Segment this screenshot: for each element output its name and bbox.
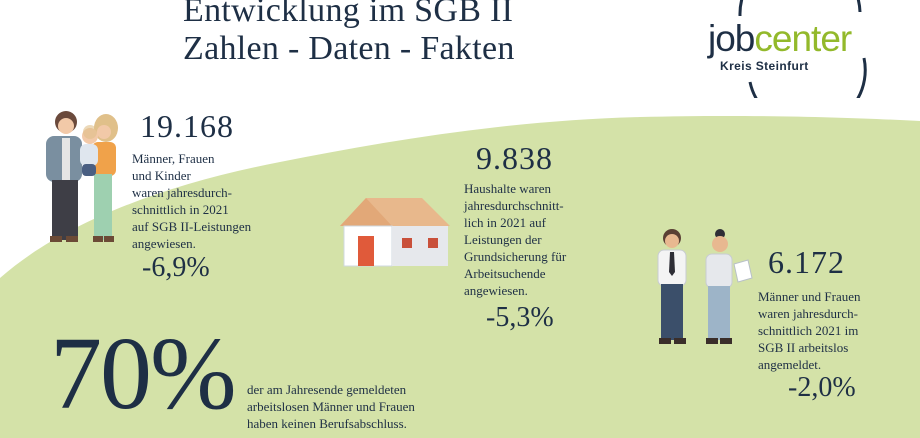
stat2-line: Leistungen der — [464, 232, 542, 247]
child-figure — [80, 125, 98, 176]
stat2-line: jahresdurchschnitt- — [464, 198, 564, 213]
stat1-description: Männer, Frauen und Kinder waren jahresdu… — [132, 150, 251, 252]
stat2-line: Haushalte waren — [464, 181, 551, 196]
stat3-number: 6.172 — [768, 244, 845, 280]
stat3-line: Männer und Frauen — [758, 289, 861, 304]
job-seekers-illustration — [657, 229, 753, 344]
stat1-line: und Kinder — [132, 168, 191, 183]
stat2-description: Haushalte waren jahresdurchschnitt- lich… — [464, 180, 566, 299]
family-illustration — [46, 111, 118, 242]
stat2-change: -5,3% — [486, 302, 554, 333]
title-line-2: Zahlen - Daten - Fakten — [183, 30, 515, 67]
logo-job: job — [708, 18, 755, 59]
logo-center: center — [754, 18, 852, 59]
stat1-line: auf SGB II-Leistungen — [132, 219, 252, 234]
stat3-line: waren jahresdurch- — [758, 306, 858, 321]
stat4-line: haben keinen Berufsabschluss. — [247, 416, 407, 431]
logo-subtitle: Kreis Steinfurt — [720, 59, 809, 73]
woman-figure — [92, 114, 118, 242]
stat2-line: lich in 2021 auf — [464, 215, 546, 230]
stat1-line: Männer, Frauen — [132, 151, 215, 166]
stat2-line: angewiesen. — [464, 283, 528, 298]
stat4-number: 70% — [50, 316, 237, 431]
stat2-line: Grundsicherung für — [464, 249, 567, 264]
stat3-change: -2,0% — [788, 372, 856, 403]
stat1-line: schnittlich in 2021 — [132, 202, 229, 217]
green-hill — [0, 115, 920, 438]
logo-wordmark: jobcenter — [708, 18, 852, 59]
stat1-line: waren jahresdurch- — [132, 185, 232, 200]
stat4-line: arbeitslosen Männer und Frauen — [247, 399, 415, 414]
stat3-description: Männer und Frauen waren jahresdurch- sch… — [758, 288, 861, 373]
stat1-number: 19.168 — [140, 108, 234, 144]
stat3-line: SGB II arbeitslos — [758, 340, 849, 355]
stat2-number: 9.838 — [476, 140, 553, 176]
stat4-description: der am Jahresende gemeldeten arbeitslose… — [247, 381, 415, 432]
man-figure — [46, 111, 82, 242]
house-illustration — [340, 198, 450, 267]
woman-with-paper-figure — [705, 229, 753, 344]
stat1-change: -6,9% — [142, 252, 210, 283]
stat4-line: der am Jahresende gemeldeten — [247, 382, 407, 397]
page-title: Entwicklung im SGB II Zahlen - Daten - F… — [183, 0, 515, 68]
jobcenter-logo: jobcenter Kreis Steinfurt — [700, 0, 875, 98]
title-line-1: Entwicklung im SGB II — [183, 0, 514, 29]
stat3-line: angemeldet. — [758, 357, 822, 372]
stat2-line: Arbeitsuchende — [464, 266, 546, 281]
man-with-tie-figure — [657, 229, 687, 344]
stat3-line: schnittlich 2021 im — [758, 323, 859, 338]
stat1-line: angewiesen. — [132, 236, 196, 251]
logo-arc-icon — [738, 0, 867, 98]
